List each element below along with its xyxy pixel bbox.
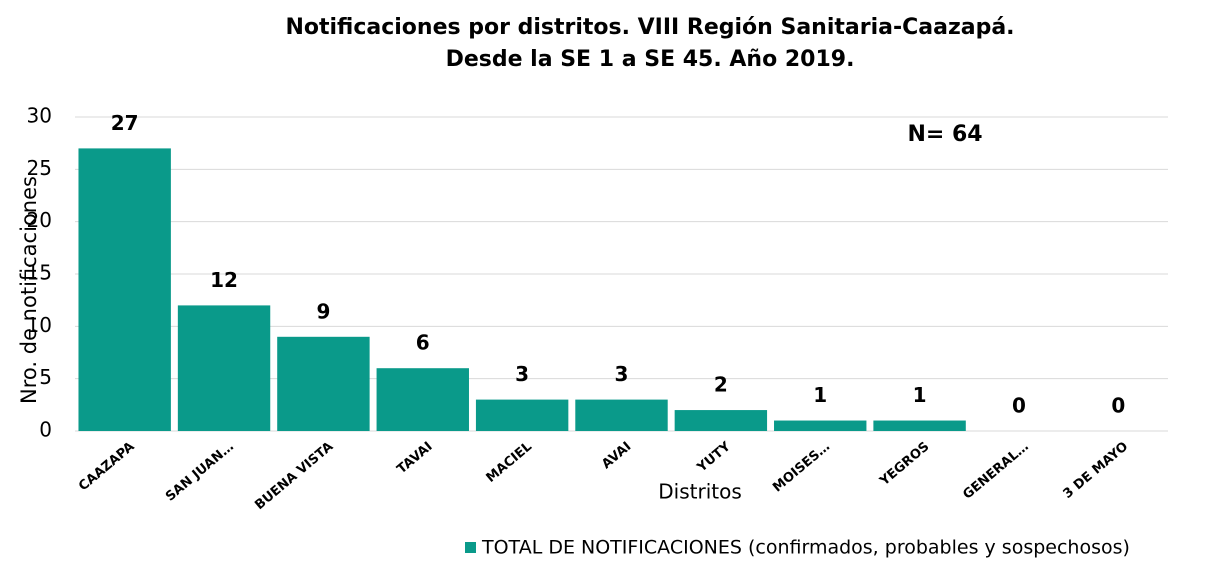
y-tick-label: 0 (39, 418, 52, 442)
y-tick-label: 30 (27, 104, 52, 128)
legend-swatch (465, 542, 476, 553)
bar (277, 336, 370, 431)
data-label: 0 (1111, 394, 1125, 418)
bar (873, 420, 966, 431)
x-tick-label: CAAZAPA (76, 439, 137, 494)
chart-title: Desde la SE 1 a SE 45. Año 2019. (446, 47, 855, 72)
data-label: 3 (515, 362, 529, 386)
y-axis-label: Nro. de notificaciones (17, 176, 41, 404)
data-label: 27 (111, 111, 139, 135)
y-tick-label: 20 (27, 208, 52, 232)
y-tick-label: 15 (27, 261, 52, 285)
x-tick-label: TAVAI (394, 439, 435, 477)
data-label: 1 (913, 383, 927, 407)
y-tick-label: 10 (27, 313, 52, 337)
bar (674, 410, 768, 431)
legend-label: TOTAL DE NOTIFICACIONES (confirmados, pr… (481, 537, 1130, 559)
data-label: 12 (210, 268, 238, 292)
annotation: N= 64 (907, 122, 982, 147)
bar (575, 399, 668, 431)
data-label: 3 (615, 362, 629, 386)
x-tick-label: AVAI (599, 439, 634, 472)
x-tick-label: GENERAL… (960, 439, 1031, 502)
bar (376, 368, 469, 431)
bar (78, 148, 171, 431)
x-tick-label: BUENA VISTA (252, 439, 336, 513)
bar (774, 420, 867, 431)
data-label: 2 (714, 373, 728, 397)
y-tick-label: 25 (27, 156, 52, 180)
data-label: 6 (416, 331, 430, 355)
x-tick-label: YEGROS (877, 439, 933, 489)
x-tick-label: 3 DE MAYO (1061, 439, 1132, 502)
data-label: 9 (316, 299, 330, 323)
bar (475, 399, 569, 431)
y-tick-label: 5 (39, 365, 52, 389)
data-label: 0 (1012, 394, 1026, 418)
data-label: 1 (813, 383, 827, 407)
x-tick-label: MOISES… (770, 439, 833, 495)
x-tick-label: SAN JUAN… (163, 439, 237, 504)
x-axis-label: Distritos (658, 480, 742, 504)
chart-title: Notificaciones por distritos. VIII Regió… (285, 15, 1014, 40)
x-tick-label: MACIEL (484, 439, 535, 486)
x-tick-label: YUTY (694, 439, 734, 476)
bar (177, 305, 271, 431)
